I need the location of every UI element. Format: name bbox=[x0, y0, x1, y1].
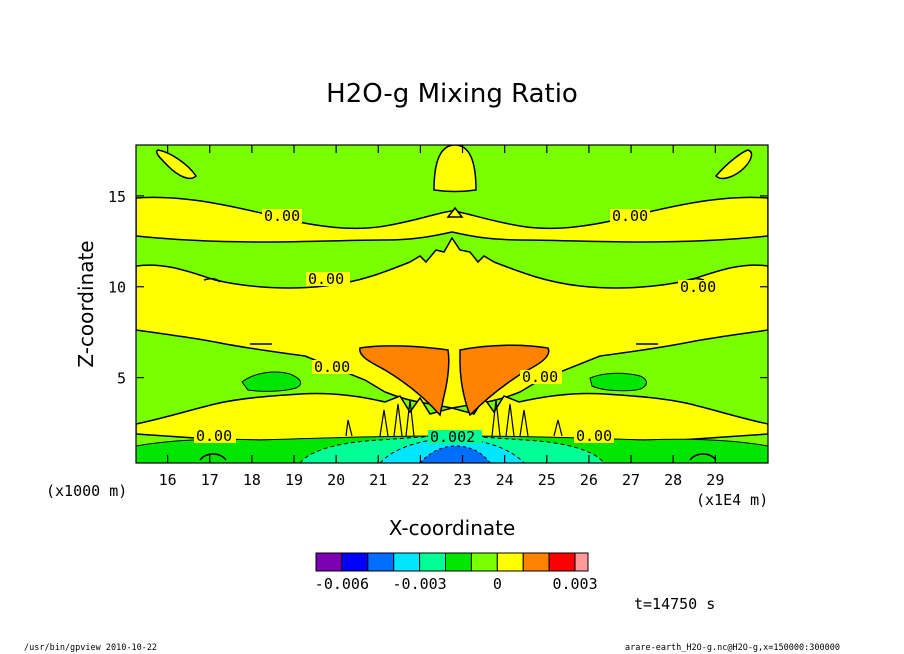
contour-fill-bottom-blue bbox=[419, 445, 491, 463]
contour-fill-green-patch-right bbox=[589, 372, 647, 392]
x-tick-label: 29 bbox=[706, 471, 724, 489]
x-tick-label: 16 bbox=[159, 471, 177, 489]
contour-tiny-left bbox=[203, 277, 221, 283]
contour-bottom-loop-left bbox=[199, 453, 227, 461]
colorbar-tick-label: 0 bbox=[493, 575, 502, 593]
contour-fill-small-triangle bbox=[446, 206, 464, 218]
colorbar-swatch bbox=[574, 552, 589, 572]
y-axis: 5 10 15 bbox=[108, 188, 768, 388]
contour-labels: 0.00 0.00 0.00 0.00 0.00 0.00 0.00 0.00 … bbox=[194, 207, 718, 446]
colorbar-swatch bbox=[445, 552, 472, 572]
contour-label-plume-right: 0.00 bbox=[522, 368, 558, 386]
colorbar-swatch bbox=[470, 552, 498, 572]
y-unit-label: (x1000 m) bbox=[46, 482, 127, 500]
x-tick-label: 25 bbox=[538, 471, 556, 489]
contour-fill-upper-band bbox=[136, 196, 768, 243]
colorbar-swatch bbox=[419, 552, 447, 572]
colorbar-swatch bbox=[522, 552, 550, 572]
x-axis: 16 17 18 19 20 21 22 23 24 25 26 27 28 29 bbox=[159, 145, 724, 489]
contour-label-upper-right: 0.00 bbox=[612, 207, 648, 225]
x-unit-label: (x1E4 m) bbox=[696, 491, 768, 509]
y-tick-label: 10 bbox=[108, 279, 126, 297]
colorbar-swatch bbox=[393, 552, 421, 572]
contour-label-middle-right: 0.00 bbox=[680, 278, 716, 296]
time-annotation: t=14750 s bbox=[634, 595, 715, 613]
y-axis-label: Z-coordinate bbox=[74, 240, 98, 367]
colorbar-tick-label: -0.003 bbox=[393, 575, 447, 593]
contour-label-lower-left: 0.00 bbox=[196, 427, 232, 445]
y-tick-label: 5 bbox=[117, 370, 126, 388]
y-tick-label: 15 bbox=[108, 188, 126, 206]
colorbar-swatch bbox=[548, 552, 576, 572]
contour-fill-corner-top-right bbox=[714, 149, 753, 180]
x-tick-label: 23 bbox=[454, 471, 472, 489]
colorbar-tick-label: 0.003 bbox=[552, 575, 597, 593]
contour-fill-green-patch-left bbox=[241, 371, 302, 392]
contour-label-plume-left: 0.00 bbox=[314, 358, 350, 376]
colorbar-swatch bbox=[341, 552, 369, 572]
contour-fill-top-bump bbox=[433, 145, 477, 193]
x-tick-label: 19 bbox=[285, 471, 303, 489]
x-tick-label: 26 bbox=[580, 471, 598, 489]
contour-fingers-left bbox=[345, 399, 415, 437]
contour-label-upper-left: 0.00 bbox=[264, 207, 300, 225]
x-tick-label: 17 bbox=[201, 471, 219, 489]
contour-label-lower-right: 0.00 bbox=[576, 427, 612, 445]
x-tick-label: 22 bbox=[411, 471, 429, 489]
chart-title: H2O-g Mixing Ratio bbox=[326, 79, 578, 109]
colorbar-ticks: -0.006 -0.003 0 0.003 bbox=[315, 575, 598, 593]
plot-frame bbox=[135, 144, 769, 464]
contour-fill-corner-top-left bbox=[156, 149, 197, 180]
plot-area bbox=[136, 145, 768, 463]
colorbar-swatch bbox=[496, 552, 524, 572]
x-axis-label: X-coordinate bbox=[389, 516, 516, 540]
contour-label-bottom-center: 0.002 bbox=[430, 428, 475, 446]
colorbar bbox=[315, 552, 589, 572]
x-tick-label: 27 bbox=[622, 471, 640, 489]
contour-bottom-loop-right bbox=[689, 453, 717, 461]
contour-fingers-right bbox=[491, 399, 563, 437]
x-tick-label: 24 bbox=[496, 471, 514, 489]
footer-right: arare-earth_H2O-g.nc@H2O-g,x=150000:3000… bbox=[625, 643, 840, 653]
contour-fill-orange-left bbox=[359, 345, 450, 417]
contour-label-middle-left: 0.00 bbox=[308, 270, 344, 288]
footer-left: /usr/bin/gpview 2010-10-22 bbox=[24, 643, 157, 653]
x-tick-label: 20 bbox=[327, 471, 345, 489]
colorbar-swatch bbox=[315, 552, 343, 572]
x-tick-label: 28 bbox=[664, 471, 682, 489]
x-tick-label: 18 bbox=[243, 471, 261, 489]
colorbar-swatch bbox=[367, 552, 395, 572]
x-tick-label: 21 bbox=[369, 471, 387, 489]
colorbar-tick-label: -0.006 bbox=[315, 575, 369, 593]
